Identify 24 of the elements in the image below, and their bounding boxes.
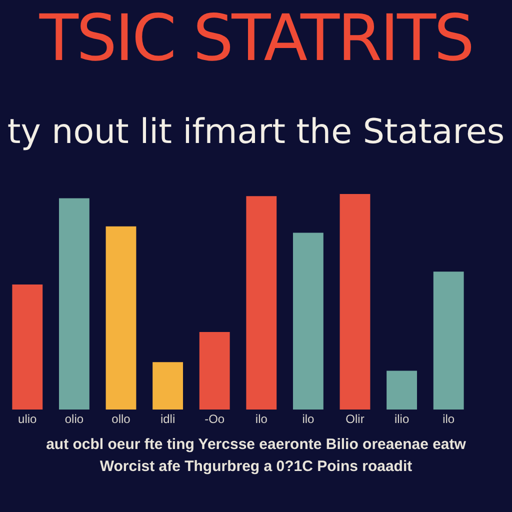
bar — [292, 232, 324, 410]
bar — [152, 362, 184, 410]
bar — [12, 284, 43, 410]
text: aut ocbl oeur fte ting Yercsse eaeronte Bilio oreaenae eatw — [45, 436, 467, 453]
x-tick-label: olio — [64, 412, 84, 426]
bar — [246, 196, 277, 410]
x-tick-label: -Oo — [204, 412, 225, 426]
bar — [199, 332, 230, 410]
x-tick-label: Olir — [346, 412, 364, 426]
bar — [340, 194, 370, 410]
chart-subtitle: ty nout lit ifmart the Statares — [6, 112, 506, 152]
text: Worcist afe Thgurbreg a 0?1C Poins roaadit — [98, 458, 414, 475]
x-tick-label: ilo — [302, 412, 315, 426]
bar — [106, 226, 136, 410]
chart-title: TSIC STATRITS — [38, 2, 474, 76]
bar — [58, 198, 90, 410]
x-tick-label: ulio — [18, 412, 38, 426]
x-tick-label: ilo — [255, 412, 268, 426]
x-tick-label: ilio — [394, 412, 410, 426]
x-tick-label: ollo — [112, 412, 131, 426]
x-tick-label: ilo — [442, 412, 455, 426]
bar — [433, 272, 464, 410]
bar — [386, 370, 418, 410]
x-tick-label: idli — [160, 412, 176, 426]
